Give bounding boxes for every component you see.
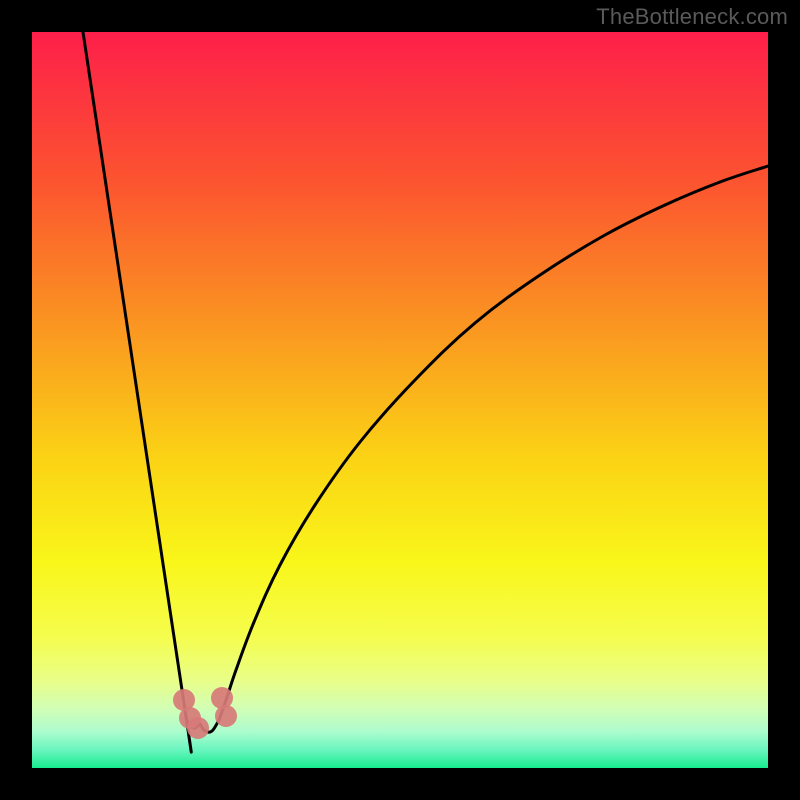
chart-stage: TheBottleneck.com <box>0 0 800 800</box>
heatmap-background <box>32 32 768 768</box>
marker-dot <box>187 717 209 739</box>
marker-dot <box>215 705 237 727</box>
watermark-text: TheBottleneck.com <box>596 4 788 30</box>
bottleneck-chart <box>0 0 800 800</box>
